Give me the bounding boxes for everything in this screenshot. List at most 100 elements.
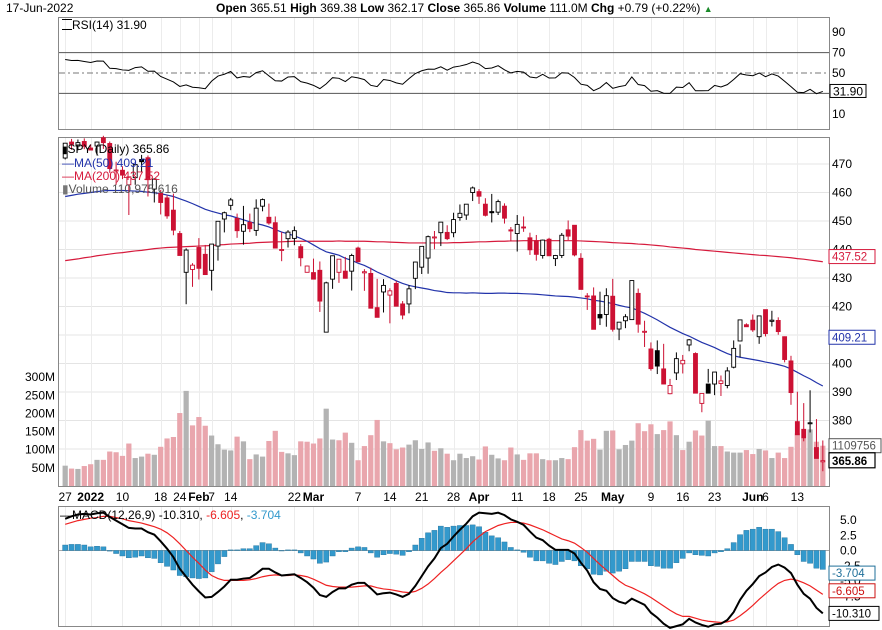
volume-bar — [501, 460, 508, 486]
candle-body — [387, 290, 393, 296]
volume-bar — [81, 466, 87, 486]
macd-histogram-bar — [622, 550, 629, 569]
macd-histogram-bar — [399, 550, 406, 556]
volume-bar — [94, 459, 100, 486]
candle-body — [349, 255, 355, 272]
candle-body — [693, 353, 698, 394]
candle-body — [400, 303, 406, 316]
volume-bar — [527, 453, 533, 486]
macd-histogram-bar — [272, 547, 279, 551]
candle-body — [559, 234, 565, 256]
candle-body — [151, 178, 157, 190]
volume-bar — [266, 440, 272, 486]
ohlc-header: Open 365.51 High 369.38 Low 362.17 Close… — [216, 1, 713, 15]
header-date: 17-Jun-2022 — [6, 1, 74, 15]
macd-histogram-bar — [807, 550, 813, 564]
macd-histogram-bar — [629, 550, 635, 562]
x-axis-label: 13 — [791, 490, 805, 504]
volume-bar — [374, 419, 380, 486]
candle-body — [718, 380, 724, 384]
candle-body — [120, 169, 125, 176]
macd-histogram-bar — [336, 550, 342, 552]
x-axis-label: 9 — [648, 490, 655, 504]
candle-body — [661, 368, 667, 385]
volume-bar — [661, 430, 667, 486]
macd-histogram-bar — [106, 550, 113, 552]
x-axis-label: 7 — [355, 490, 362, 504]
volume-tag: 1109756 — [832, 441, 876, 453]
volume-bars-icon: ▮ — [62, 182, 69, 196]
volume-bar — [177, 413, 183, 486]
macd-legend-name: MACD(12,26,9) — [72, 508, 156, 522]
macd-histogram-bar — [756, 527, 762, 551]
price-tick-label: 460 — [832, 186, 852, 200]
macd-histogram-bar — [196, 550, 202, 579]
macd-histogram-bar — [145, 550, 151, 559]
macd-histogram-bar — [705, 550, 712, 557]
candle-body — [100, 137, 106, 144]
candle-body — [425, 236, 431, 259]
candle-body — [304, 265, 310, 273]
volume-bar — [412, 440, 418, 486]
volume-bar — [151, 454, 157, 486]
volume-bar — [603, 430, 609, 486]
volume-tick-label: 250M — [25, 388, 55, 402]
macd-tick-label: 0.0 — [840, 544, 857, 558]
volume-bar — [508, 447, 514, 486]
price-tick-label: 420 — [832, 300, 852, 314]
candle-body — [629, 280, 635, 321]
volume-tick-label: 50M — [32, 461, 55, 475]
candle-body — [591, 295, 597, 330]
x-axis-label: 10 — [116, 490, 130, 504]
x-axis-label: 16 — [676, 490, 690, 504]
candle-body — [508, 229, 514, 232]
macd-histogram-bar — [215, 550, 221, 565]
volume-bar — [215, 444, 221, 486]
macd-line-icon: — — [60, 508, 72, 522]
volume-value: 111.0M — [549, 1, 588, 15]
candle-body — [330, 255, 336, 280]
macd-histogram-bar — [616, 550, 622, 572]
candle-body — [482, 203, 488, 216]
volume-bar — [533, 453, 539, 486]
x-axis-label: 27 — [59, 490, 73, 504]
candle-body — [75, 142, 81, 147]
candle-body — [158, 192, 164, 203]
volume-bar — [718, 446, 724, 486]
macd-histogram-bar — [81, 544, 88, 551]
macd-histogram-bar — [711, 550, 718, 554]
volume-bar — [743, 450, 750, 486]
volume-bar — [119, 455, 126, 486]
macd-histogram-bar — [533, 550, 540, 562]
candle-body — [228, 199, 234, 206]
macd-histogram-bar — [374, 550, 380, 558]
macd-histogram-bar — [667, 550, 673, 569]
chg-label: Chg — [590, 1, 615, 15]
volume-bar — [317, 438, 323, 486]
volume-bar — [540, 459, 546, 486]
macd-histogram-bar — [304, 550, 310, 557]
volume-bar — [731, 452, 737, 486]
macd-histogram-bar — [157, 550, 164, 563]
macd-histogram-bar — [189, 550, 196, 579]
volume-label: Volume — [503, 1, 547, 15]
volume-legend-text: Volume 110,975,616 — [68, 182, 178, 196]
candle-body — [202, 253, 208, 276]
volume-bar — [750, 454, 756, 486]
volume-bar — [361, 446, 368, 486]
volume-bar — [209, 435, 215, 486]
candle-body — [584, 295, 590, 298]
macd-histogram-bar — [412, 544, 419, 551]
ma200-tag-box — [828, 249, 876, 265]
macd-histogram-bar — [457, 525, 463, 551]
macd-histogram-bar — [348, 547, 355, 551]
macd-histogram-bar — [75, 544, 81, 551]
volume-bar — [387, 443, 393, 486]
candle-body — [527, 237, 533, 251]
candle-body — [750, 319, 756, 331]
macd-histogram-bar — [240, 548, 247, 551]
macd-histogram-bar — [641, 550, 648, 562]
candle-body — [323, 282, 329, 333]
volume-bar — [247, 459, 253, 486]
